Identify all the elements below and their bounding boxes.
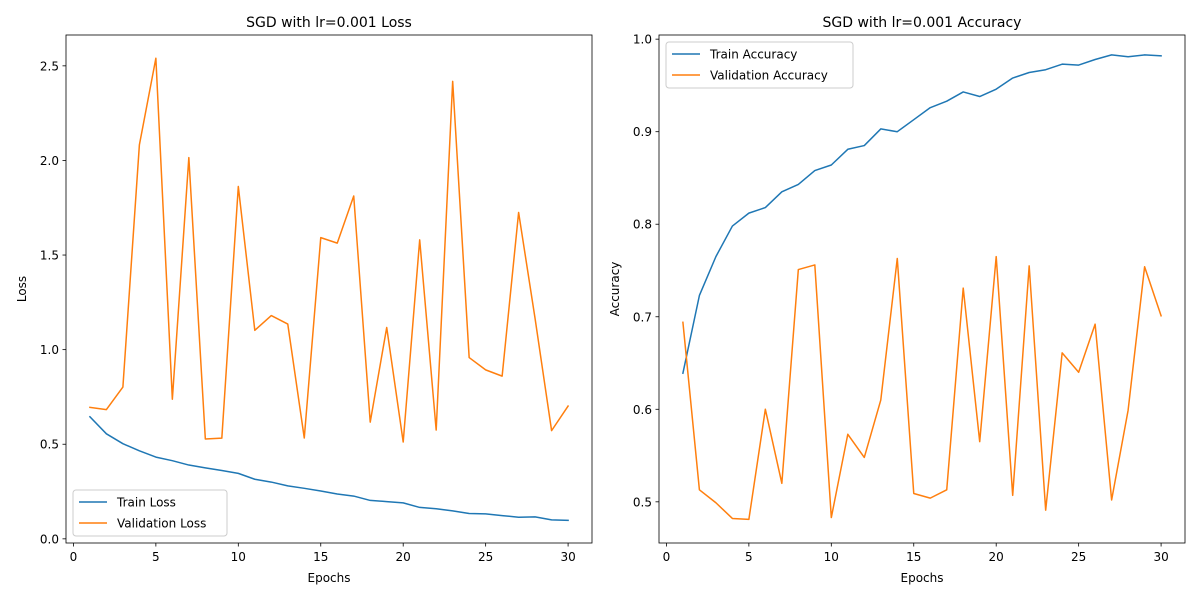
accuracy-y-tick-label: 0.5 <box>633 495 652 509</box>
loss-legend-label: Train Loss <box>116 496 176 510</box>
accuracy-legend-label: Train Accuracy <box>709 48 797 62</box>
loss-legend-label: Validation Loss <box>117 517 206 531</box>
loss-series-line-validation <box>89 57 570 443</box>
accuracy-y-tick-label: 0.9 <box>633 125 652 139</box>
loss-x-tick-label: 30 <box>560 550 575 564</box>
loss-y-tick-label: 2.0 <box>40 154 59 168</box>
accuracy-series-line-train <box>682 54 1162 375</box>
accuracy-legend: Train Accuracy Validation Accuracy <box>665 41 854 89</box>
accuracy-x-tick-label: 5 <box>745 550 753 564</box>
loss-x-tick-label: 25 <box>478 550 493 564</box>
accuracy-legend-label: Validation Accuracy <box>710 69 828 83</box>
accuracy-chart-xlabel: Epochs <box>901 571 944 585</box>
loss-x-tick-label: 15 <box>313 550 328 564</box>
loss-legend-box <box>72 489 228 537</box>
loss-chart-ylabel: Loss <box>15 276 29 302</box>
accuracy-chart: SGD with lr=0.001 Accuracy Epochs Accura… <box>608 15 1186 585</box>
loss-chart: SGD with lr=0.001 Loss Epochs Loss 0 5 10 1… <box>15 15 593 585</box>
accuracy-axes-frame <box>658 34 1186 544</box>
accuracy-chart-ylabel: Accuracy <box>608 262 622 317</box>
loss-y-tick-label: 1.0 <box>40 343 59 357</box>
loss-series-line-train <box>88 415 569 522</box>
accuracy-x-tick-label: 30 <box>1153 550 1168 564</box>
loss-x-tick-label: 20 <box>396 550 411 564</box>
loss-y-tick-label: 1.5 <box>40 249 59 263</box>
accuracy-y-tick-label: 0.8 <box>633 218 652 232</box>
loss-chart-xlabel: Epochs <box>308 571 351 585</box>
loss-x-tick-label: 5 <box>152 550 160 564</box>
accuracy-x-tick-label: 25 <box>1071 550 1086 564</box>
loss-y-tick-label: 0.0 <box>40 532 59 546</box>
accuracy-x-tick-label: 20 <box>989 550 1004 564</box>
loss-y-tick-label: 2.5 <box>40 59 59 73</box>
loss-chart-title: SGD with lr=0.001 Loss <box>246 15 412 31</box>
accuracy-x-tick-label: 10 <box>824 550 839 564</box>
accuracy-series-line-validation <box>682 255 1163 521</box>
accuracy-y-tick-label: 0.7 <box>633 310 652 324</box>
accuracy-legend-box <box>665 41 854 89</box>
loss-axes-frame <box>65 34 593 544</box>
accuracy-x-tick-label: 0 <box>663 550 671 564</box>
loss-legend: Train Loss Validation Loss <box>72 489 228 537</box>
accuracy-x-tick-label: 15 <box>906 550 921 564</box>
loss-y-tick-label: 0.5 <box>40 438 59 452</box>
accuracy-chart-title: SGD with lr=0.001 Accuracy <box>823 15 1022 31</box>
accuracy-y-tick-label: 1.0 <box>633 33 652 47</box>
loss-x-tick-label: 10 <box>231 550 246 564</box>
accuracy-y-tick-label: 0.6 <box>633 403 652 417</box>
loss-x-tick-label: 0 <box>70 550 78 564</box>
